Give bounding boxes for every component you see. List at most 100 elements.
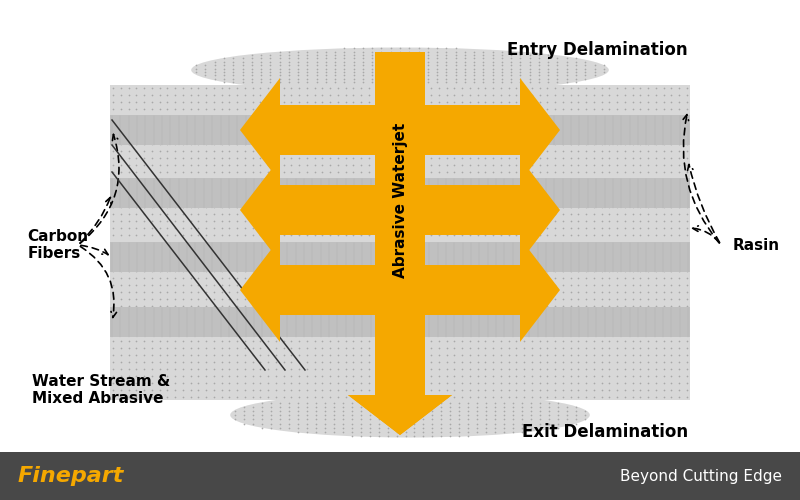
Point <box>580 379 593 387</box>
Point <box>223 274 236 281</box>
Point <box>440 105 453 113</box>
Point <box>184 393 197 401</box>
Point <box>381 416 394 424</box>
Point <box>106 98 119 106</box>
Point <box>301 386 314 394</box>
Point <box>534 204 546 212</box>
Point <box>390 407 403 415</box>
Point <box>557 379 570 387</box>
Point <box>285 260 298 268</box>
Point <box>390 428 403 436</box>
Point <box>412 72 425 80</box>
Point <box>526 232 538 239</box>
Point <box>308 119 321 127</box>
Point <box>310 51 323 59</box>
Point <box>386 274 398 281</box>
Point <box>153 161 166 169</box>
Point <box>402 252 414 260</box>
Point <box>526 224 538 232</box>
Point <box>331 302 344 310</box>
Point <box>246 224 259 232</box>
Point <box>463 351 476 359</box>
Point <box>230 280 243 288</box>
Point <box>347 61 360 69</box>
Point <box>366 72 378 80</box>
Point <box>477 58 490 66</box>
Point <box>409 337 422 345</box>
Point <box>215 182 228 190</box>
Point <box>479 323 492 331</box>
Point <box>339 323 352 331</box>
Point <box>223 379 236 387</box>
Point <box>634 379 647 387</box>
Point <box>665 294 678 302</box>
Point <box>564 196 577 204</box>
Point <box>347 224 360 232</box>
Point <box>336 403 349 411</box>
Point <box>430 61 443 69</box>
Point <box>557 344 570 352</box>
Point <box>618 246 631 254</box>
Point <box>192 252 205 260</box>
Point <box>308 168 321 176</box>
Point <box>626 337 639 345</box>
Point <box>518 316 530 324</box>
Point <box>448 274 461 281</box>
Text: Beyond Cutting Edge: Beyond Cutting Edge <box>620 468 782 483</box>
Point <box>285 91 298 99</box>
Point <box>587 386 600 394</box>
Point <box>362 224 375 232</box>
Point <box>355 98 368 106</box>
Point <box>200 161 213 169</box>
Point <box>557 133 570 141</box>
Point <box>634 154 647 162</box>
Point <box>192 126 205 134</box>
Point <box>114 252 127 260</box>
Point <box>618 84 631 92</box>
Point <box>549 105 562 113</box>
Point <box>130 337 142 345</box>
Point <box>610 182 623 190</box>
Point <box>572 323 585 331</box>
Point <box>542 72 554 80</box>
Point <box>456 119 469 127</box>
Point <box>293 344 306 352</box>
Point <box>549 393 562 401</box>
Point <box>262 344 274 352</box>
Point <box>430 72 443 80</box>
Point <box>218 58 230 66</box>
Point <box>665 358 678 366</box>
Point <box>665 176 678 184</box>
Point <box>681 308 694 316</box>
Point <box>223 91 236 99</box>
Point <box>246 168 259 176</box>
Point <box>587 84 600 92</box>
Point <box>486 252 499 260</box>
Point <box>409 252 422 260</box>
Point <box>417 424 430 432</box>
Point <box>331 105 344 113</box>
Point <box>486 133 499 141</box>
Point <box>106 196 119 204</box>
Point <box>564 133 577 141</box>
Point <box>122 98 135 106</box>
Point <box>557 105 570 113</box>
Point <box>417 399 430 407</box>
Point <box>310 428 322 436</box>
Point <box>658 280 670 288</box>
Point <box>462 420 474 428</box>
Point <box>618 260 631 268</box>
Point <box>316 294 329 302</box>
Point <box>386 365 398 373</box>
Point <box>375 44 388 52</box>
Point <box>184 246 197 254</box>
Point <box>425 140 438 148</box>
Point <box>425 238 438 246</box>
Point <box>479 365 492 373</box>
Point <box>541 91 554 99</box>
Point <box>370 140 383 148</box>
Point <box>498 428 510 436</box>
Point <box>603 365 616 373</box>
Point <box>246 365 259 373</box>
Point <box>238 302 251 310</box>
